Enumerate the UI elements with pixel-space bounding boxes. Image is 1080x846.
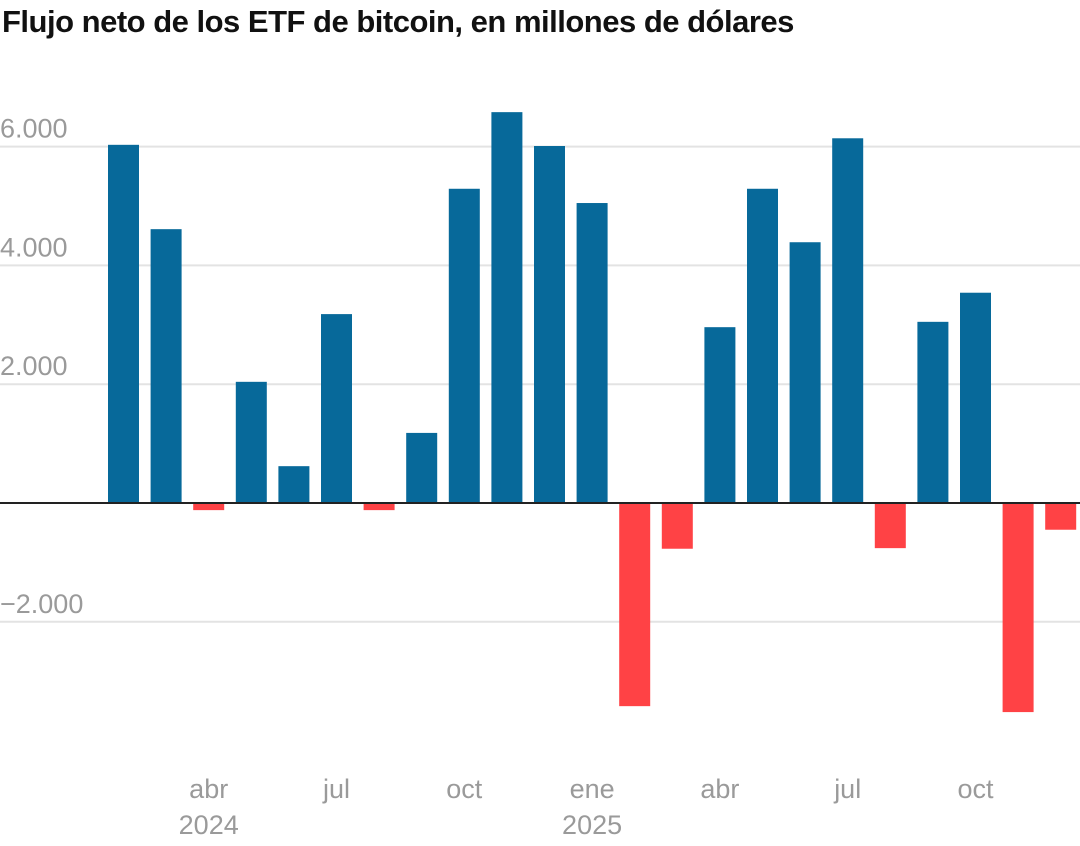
bar-may-2025 xyxy=(747,188,778,504)
bar-mar-2024 xyxy=(150,229,182,503)
bar-jul-2025 xyxy=(832,138,864,503)
bar-dic-2025 xyxy=(1045,503,1077,530)
x-year-label: 2024 xyxy=(179,810,239,840)
bar-ago-2024 xyxy=(363,503,395,511)
bar-ago-2025 xyxy=(874,503,906,549)
bar-ene-2025 xyxy=(576,203,608,503)
bar-jun-2024 xyxy=(278,466,310,503)
x-tick-label: oct xyxy=(957,774,994,804)
y-tick-label: 6.000 xyxy=(0,114,68,144)
bar-abr-2024 xyxy=(193,503,225,511)
y-tick-label: 4.000 xyxy=(0,232,68,262)
bar-mar-2025 xyxy=(661,503,693,549)
x-tick-label: ene xyxy=(570,774,615,804)
bar-may-2024 xyxy=(235,381,267,503)
bar-feb-2025 xyxy=(619,503,651,707)
bar-nov-2024 xyxy=(491,112,523,503)
x-year-label: 2025 xyxy=(562,810,622,840)
bar-dic-2024 xyxy=(534,146,565,504)
chart-title: Flujo neto de los ETF de bitcoin, en mil… xyxy=(2,4,794,39)
bar-nov-2025 xyxy=(1002,503,1034,713)
bar-sep-2024 xyxy=(406,432,438,503)
x-tick-label: jul xyxy=(322,774,350,804)
bar-sep-2025 xyxy=(917,321,949,503)
x-tick-label: oct xyxy=(446,774,483,804)
x-tick-label: abr xyxy=(189,774,228,804)
bar-jun-2025 xyxy=(789,242,821,503)
bar-feb-2024 xyxy=(108,144,139,503)
x-tick-label: abr xyxy=(700,774,739,804)
bar-oct-2025 xyxy=(960,292,991,503)
y-tick-label: 2.000 xyxy=(0,351,68,381)
bar-jul-2024 xyxy=(321,314,352,503)
y-tick-label: −2.000 xyxy=(0,589,83,619)
bar-abr-2025 xyxy=(704,327,736,503)
x-tick-label: jul xyxy=(833,774,861,804)
bar-oct-2024 xyxy=(448,188,480,504)
